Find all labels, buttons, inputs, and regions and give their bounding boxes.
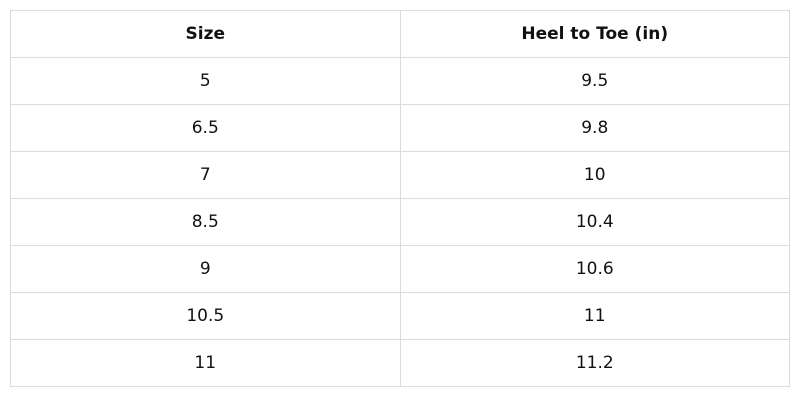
table-header: Size Heel to Toe (in): [10, 10, 790, 58]
table-row: 5 9.5: [10, 57, 790, 105]
table-cell: 11: [10, 339, 401, 387]
table-cell: 10: [399, 151, 790, 199]
size-table: Size Heel to Toe (in) 5 9.5 6.5 9.8 7 10 8.5 10.…: [10, 10, 790, 387]
table-row: 8.5 10.4: [10, 198, 790, 246]
table-cell: 11.2: [399, 339, 790, 387]
table-row: 7 10: [10, 151, 790, 199]
table-row: 6.5 9.8: [10, 104, 790, 152]
header-cell: Heel to Toe (in): [399, 10, 790, 58]
table-cell: 10.5: [10, 292, 401, 340]
table-row: 11 11.2: [10, 339, 790, 387]
table-cell: 10.6: [399, 245, 790, 293]
table-cell: 10.4: [399, 198, 790, 246]
table-cell: 9.5: [399, 57, 790, 105]
table-cell: 6.5: [10, 104, 401, 152]
table-cell: 7: [10, 151, 401, 199]
header-row: Size Heel to Toe (in): [10, 10, 790, 58]
table-cell: 11: [399, 292, 790, 340]
table-body: 5 9.5 6.5 9.8 7 10 8.5 10.4 9 10.6 10.5 11 11 11.2: [10, 57, 790, 387]
header-cell: Size: [10, 10, 401, 58]
table-row: 10.5 11: [10, 292, 790, 340]
table-cell: 8.5: [10, 198, 401, 246]
table-cell: 9.8: [399, 104, 790, 152]
table-cell: 5: [10, 57, 401, 105]
table-cell: 9: [10, 245, 401, 293]
table-row: 9 10.6: [10, 245, 790, 293]
